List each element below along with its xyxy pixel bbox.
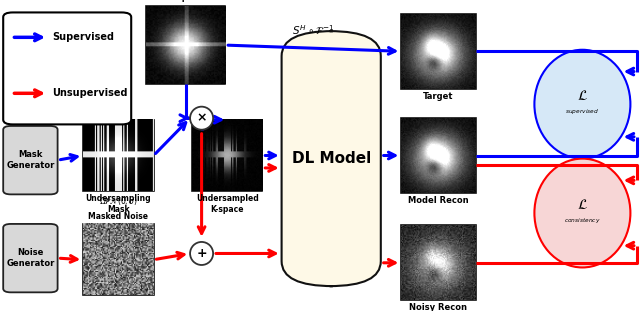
Ellipse shape xyxy=(190,242,213,265)
FancyBboxPatch shape xyxy=(192,120,262,191)
FancyBboxPatch shape xyxy=(401,14,476,89)
Text: Unsupervised: Unsupervised xyxy=(52,88,128,98)
Text: Masked Noise: Masked Noise xyxy=(88,212,148,221)
FancyBboxPatch shape xyxy=(83,224,154,295)
Text: Supervised: Supervised xyxy=(52,32,115,42)
Text: Model Recon: Model Recon xyxy=(408,196,468,205)
FancyBboxPatch shape xyxy=(83,120,154,191)
Text: +: + xyxy=(196,247,207,260)
Text: Noise
Generator: Noise Generator xyxy=(6,248,54,268)
Text: Target: Target xyxy=(423,92,454,101)
Text: Noisy Recon: Noisy Recon xyxy=(410,303,467,311)
Text: DL Model: DL Model xyxy=(292,151,371,166)
Text: $_{consistency}$: $_{consistency}$ xyxy=(564,216,601,225)
Ellipse shape xyxy=(190,107,213,130)
Text: ×: × xyxy=(196,112,207,125)
FancyBboxPatch shape xyxy=(3,126,58,194)
Ellipse shape xyxy=(534,159,630,267)
FancyBboxPatch shape xyxy=(146,6,225,84)
Text: Fully Sampled
K-space: Fully Sampled K-space xyxy=(156,0,216,2)
Text: Mask
Generator: Mask Generator xyxy=(6,151,54,170)
Text: Undersampled
K-space: Undersampled K-space xyxy=(196,194,259,214)
Text: $\mathcal{L}$: $\mathcal{L}$ xyxy=(577,89,588,104)
FancyBboxPatch shape xyxy=(3,12,131,124)
Text: $\mathcal{L}$: $\mathcal{L}$ xyxy=(577,198,588,212)
FancyBboxPatch shape xyxy=(3,224,58,292)
Text: $_{supervised}$: $_{supervised}$ xyxy=(565,107,600,117)
Text: $S^H \circ \mathcal{F}^{-1}$: $S^H \circ \mathcal{F}^{-1}$ xyxy=(292,24,335,37)
Text: $\Omega\mathcal{F}\mathcal{N}(0,\sigma)$: $\Omega\mathcal{F}\mathcal{N}(0,\sigma)$ xyxy=(99,195,138,207)
Ellipse shape xyxy=(534,50,630,159)
FancyBboxPatch shape xyxy=(282,31,381,286)
Text: Undersampling
Mask: Undersampling Mask xyxy=(86,194,151,214)
FancyBboxPatch shape xyxy=(401,225,476,300)
FancyBboxPatch shape xyxy=(401,118,476,193)
